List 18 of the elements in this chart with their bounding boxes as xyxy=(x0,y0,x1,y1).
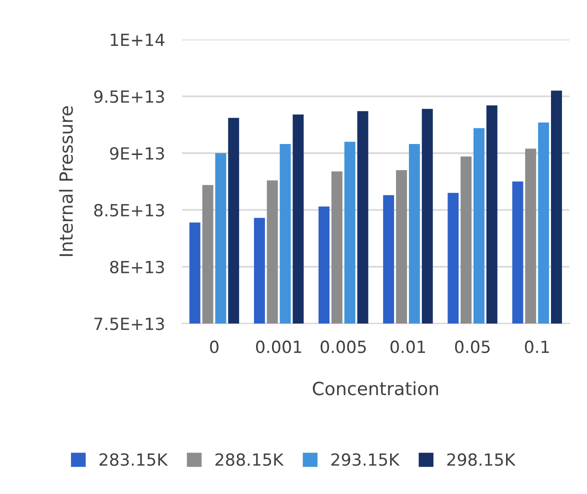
x-tick-label: 0 xyxy=(210,340,218,354)
legend-label: 293.15K xyxy=(331,453,400,466)
legend-label: 283.15K xyxy=(100,453,168,466)
x-tick-label: 0.1 xyxy=(524,340,549,354)
legend-label: 288.15K xyxy=(215,453,284,466)
x-tick-label: 0.005 xyxy=(320,340,366,354)
y-tick-label: 8.5E+13 xyxy=(94,204,164,217)
y-axis-title: Internal Pressure xyxy=(58,106,73,256)
y-tick-label: 1E+14 xyxy=(110,34,164,46)
x-axis-title: Concentration xyxy=(312,381,438,396)
x-tick-label: 0.01 xyxy=(390,340,425,354)
x-tick-label: 0.05 xyxy=(455,340,490,354)
y-tick-label: 8E+13 xyxy=(110,260,164,274)
x-tick-label: 0.001 xyxy=(256,340,302,354)
y-tick-label: 7.5E+13 xyxy=(94,318,164,330)
y-tick-label: 9E+13 xyxy=(110,147,164,160)
legend-label: 298.15K xyxy=(447,453,516,466)
y-tick-label: 9.5E+13 xyxy=(94,90,164,103)
